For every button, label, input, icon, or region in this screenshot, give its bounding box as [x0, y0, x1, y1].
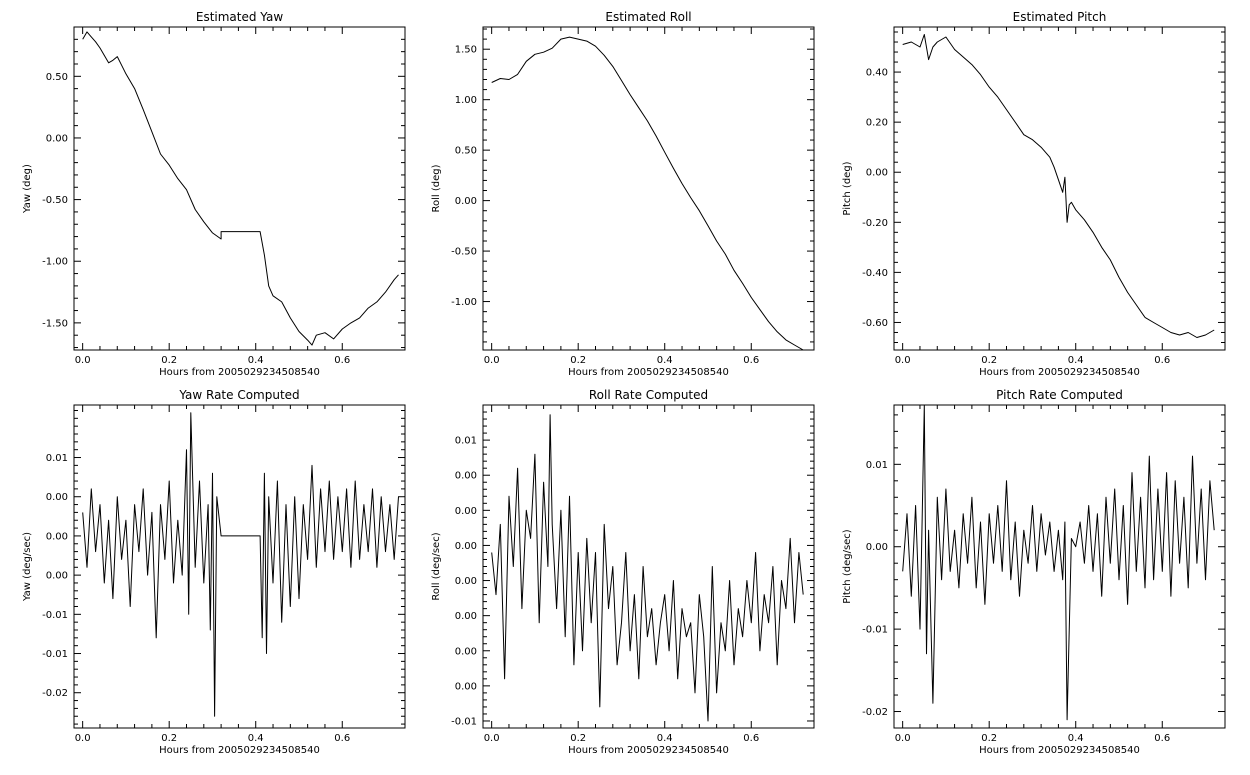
series-line: [491, 414, 804, 722]
chart-title: Yaw Rate Computed: [178, 388, 299, 402]
x-tick-label: 0.2: [161, 733, 177, 744]
y-axis-label: Roll (deg/sec): [431, 532, 442, 600]
y-tick-label: -0.02: [42, 688, 68, 699]
y-tick-label: 0.00: [455, 611, 477, 622]
x-tick-label: 0.0: [895, 733, 911, 744]
plot-frame: [893, 404, 1226, 729]
y-tick-label: -0.01: [451, 716, 477, 727]
chart-title: Estimated Pitch: [1013, 10, 1107, 24]
series-line: [82, 412, 399, 717]
chart-panel-5: Roll Rate Computed 0.0 0.2 0.4 0.6 0.01 0.00 0.…: [431, 388, 815, 756]
x-axis-label: Hours from 2005029234508540: [979, 745, 1140, 756]
x-tick-label: 0.0: [484, 733, 500, 744]
y-tick-label: 0.00: [455, 681, 477, 692]
y-tick-label: -0.40: [862, 268, 888, 279]
y-tick-label: 0.01: [866, 460, 888, 471]
y-tick-label: 0.00: [46, 492, 68, 503]
x-tick-label: 0.2: [570, 733, 586, 744]
y-tick-label: -1.50: [42, 318, 68, 329]
y-tick-label: 0.50: [46, 72, 68, 83]
x-tick-label: 0.0: [75, 355, 91, 366]
y-tick-label: 0.00: [455, 541, 477, 552]
series-line: [491, 36, 804, 351]
plot-frame: [73, 404, 406, 729]
y-tick-label: -0.60: [862, 318, 888, 329]
x-tick-label: 0.6: [334, 733, 350, 744]
x-axis-label: Hours from 2005029234508540: [159, 367, 320, 378]
y-tick-label: -0.01: [42, 610, 68, 621]
y-tick-label: 0.00: [46, 531, 68, 542]
y-tick-label: 1.00: [455, 95, 477, 106]
y-tick-label: 0.00: [455, 646, 477, 657]
y-tick-label: -1.00: [42, 257, 68, 268]
y-axis-label: Yaw (deg): [22, 164, 33, 214]
chart-panel-3: Estimated Pitch 0.0 0.2 0.4 0.6 0.40 0.20 0.00 -…: [842, 10, 1226, 378]
x-axis-label: Hours from 2005029234508540: [159, 745, 320, 756]
x-tick-label: 0.2: [161, 355, 177, 366]
x-axis-label: Hours from 2005029234508540: [568, 367, 729, 378]
x-tick-label: 0.6: [1154, 355, 1170, 366]
x-tick-label: 0.4: [657, 733, 673, 744]
y-tick-label: 0.01: [455, 436, 477, 447]
chart-panel-2: Estimated Roll 0.0 0.2 0.4 0.6 1.50 1.00 0.50 0.…: [431, 10, 815, 378]
y-axis-label: Pitch (deg/sec): [842, 529, 853, 604]
plot-frame: [482, 26, 815, 351]
x-tick-label: 0.4: [248, 733, 264, 744]
y-tick-label: -0.50: [451, 247, 477, 258]
y-tick-label: -1.00: [451, 297, 477, 308]
y-tick-label: -0.01: [862, 625, 888, 636]
y-tick-label: 0.00: [455, 576, 477, 587]
x-tick-label: 0.2: [570, 355, 586, 366]
y-tick-label: 0.01: [46, 453, 68, 464]
x-tick-label: 0.0: [484, 355, 500, 366]
y-axis-label: Roll (deg): [431, 164, 442, 212]
series-line: [902, 404, 1215, 721]
x-tick-label: 0.4: [1068, 733, 1084, 744]
y-tick-label: -0.50: [42, 195, 68, 206]
x-tick-label: 0.0: [75, 733, 91, 744]
x-tick-label: 0.4: [248, 355, 264, 366]
y-axis-label: Pitch (deg): [842, 161, 853, 215]
chart-title: Estimated Yaw: [196, 10, 283, 24]
y-tick-label: 0.00: [866, 542, 888, 553]
y-tick-label: -0.02: [862, 707, 888, 718]
y-tick-label: 1.50: [455, 45, 477, 56]
chart-title: Estimated Roll: [605, 10, 691, 24]
plot-frame: [893, 26, 1226, 351]
y-tick-label: 0.00: [866, 168, 888, 179]
chart-panel-6: Pitch Rate Computed 0.0 0.2 0.4 0.6 0.01 0.00 -…: [842, 388, 1226, 756]
y-tick-label: -0.20: [862, 218, 888, 229]
y-tick-label: 0.20: [866, 118, 888, 129]
y-tick-label: 0.40: [866, 68, 888, 79]
x-tick-label: 0.0: [895, 355, 911, 366]
y-axis-label: Yaw (deg/sec): [22, 532, 33, 602]
x-axis-label: Hours from 2005029234508540: [979, 367, 1140, 378]
x-tick-label: 0.6: [743, 355, 759, 366]
series-line: [902, 34, 1215, 338]
x-tick-label: 0.6: [1154, 733, 1170, 744]
y-tick-label: 0.50: [455, 146, 477, 157]
x-tick-label: 0.2: [981, 733, 997, 744]
y-tick-label: 0.00: [46, 133, 68, 144]
y-tick-label: 0.00: [455, 196, 477, 207]
chart-panel-4: Yaw Rate Computed 0.0 0.2 0.4 0.6 0.01 0.00 0.0…: [22, 388, 406, 756]
y-tick-label: 0.00: [455, 471, 477, 482]
chart-title: Pitch Rate Computed: [996, 388, 1123, 402]
plot-frame: [73, 26, 406, 351]
y-tick-label: 0.00: [455, 506, 477, 517]
y-tick-label: -0.01: [42, 649, 68, 660]
x-tick-label: 0.6: [743, 733, 759, 744]
x-tick-label: 0.4: [657, 355, 673, 366]
x-tick-label: 0.2: [981, 355, 997, 366]
chart-title: Roll Rate Computed: [589, 388, 708, 402]
y-tick-label: 0.00: [46, 571, 68, 582]
x-tick-label: 0.6: [334, 355, 350, 366]
x-tick-label: 0.4: [1068, 355, 1084, 366]
series-line: [82, 31, 399, 346]
x-axis-label: Hours from 2005029234508540: [568, 745, 729, 756]
chart-panel-1: Estimated Yaw 0.0 0.2 0.4 0.6 0.50 0.00 -0.50 -1…: [22, 10, 406, 378]
